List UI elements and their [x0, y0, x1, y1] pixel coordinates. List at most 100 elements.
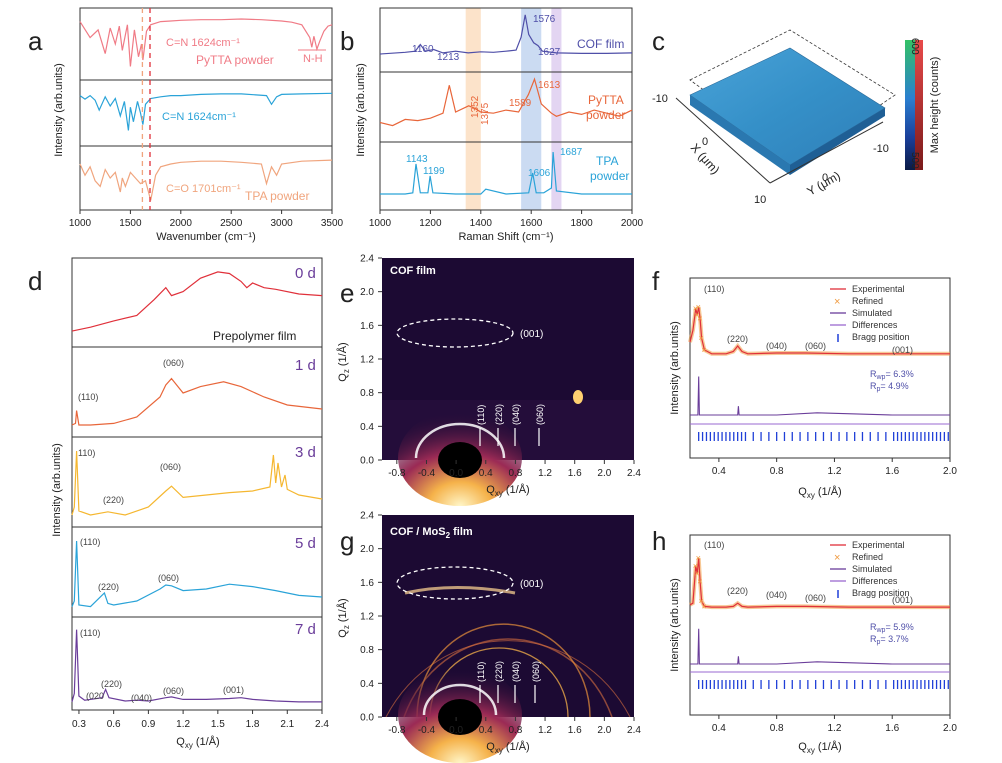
- panel-letter-a: a: [28, 26, 43, 56]
- panel-f-xtick-4: 2.0: [943, 466, 957, 477]
- panel-e-xlabel-q: Q: [486, 484, 495, 496]
- panel-d-xlabel-sub: xy: [185, 741, 193, 750]
- panel-f-rp-sub: p: [877, 386, 881, 393]
- panel-c-colorbar-2: [915, 40, 923, 170]
- panel-g-ticks: -0.8 -0.4 0.0 0.4 0.8 1.2 1.6 2.0 2.4 0.0 0.4 0.8 1.…: [360, 511, 641, 737]
- panel-e-reflection-040: (040): [511, 404, 521, 425]
- panel-a-annotation-tpa: TPA powder: [245, 189, 309, 203]
- panel-e-reflection-060: (060): [535, 404, 545, 425]
- panel-e-xlabel-sub: xy: [495, 489, 503, 498]
- panel-b-band-1: [521, 8, 542, 210]
- panel-d-xtick-5: 1.8: [246, 719, 260, 730]
- panel-letter-g: g: [340, 526, 354, 556]
- panel-g-ring-outer-2: [385, 640, 631, 718]
- panel-d-series-7d: [71, 629, 322, 703]
- panel-g-beamstop: [438, 699, 482, 735]
- panel-g-xlabel-q: Q: [486, 741, 495, 753]
- panel-g-xtick-5: 1.2: [538, 725, 552, 736]
- panel-d-xlabel-unit: (1/Å): [193, 735, 220, 748]
- panel-d-xtick-7: 2.4: [315, 719, 329, 730]
- panel-h-refined-marker-7: ×: [701, 601, 706, 611]
- panel-c-colorbar-min: 500: [909, 152, 920, 169]
- panel-b-xtick-1600: 1600: [520, 218, 543, 229]
- panel-g-001-label: (001): [520, 579, 543, 590]
- panel-letter-c: c: [652, 26, 665, 56]
- panel-d-label-0d: 0 d: [295, 265, 316, 282]
- panel-c-colorbar-label: Max height (counts): [929, 57, 941, 154]
- panel-h-frame: [689, 534, 951, 716]
- panel-g-reflection-110: (110): [476, 662, 486, 682]
- panel-b-highlight-bands: [465, 8, 562, 210]
- panel-g-ytick-4: 1.6: [360, 578, 374, 589]
- panel-f-peak-040: (040): [766, 341, 787, 351]
- panel-d-label-3d: 3 d: [295, 444, 316, 461]
- panel-b-peak-1687: 1687: [560, 147, 583, 158]
- panel-d-xtick-0: 0.3: [72, 719, 86, 730]
- panel-a-frame-3: [79, 145, 333, 211]
- panel-d-annot-5d-110: (110): [80, 537, 100, 547]
- panel-b-band-2: [551, 8, 562, 210]
- panel-h-xtick-4: 2.0: [943, 723, 957, 734]
- panel-b-peak-1160: 1160: [412, 44, 434, 55]
- panel-g-reflection-060: (060): [531, 661, 541, 682]
- panel-f-refined-marker-3: ×: [694, 310, 699, 320]
- panel-g-ytick-6: 2.4: [360, 511, 374, 522]
- panel-a-xtick-3000: 3000: [270, 218, 293, 229]
- panel-d-x-ticks: 0.3 0.6 0.9 1.2 1.5 1.8 2.1 2.4: [72, 710, 329, 730]
- panel-c-xtick-10: 10: [754, 194, 766, 206]
- panel-e-ylabel-unit: (1/Å): [336, 342, 349, 369]
- panel-c-ytick-0: 0: [822, 172, 828, 184]
- panel-c-ytick-neg10: -10: [873, 143, 889, 155]
- panel-h-xtick-0: 0.4: [712, 723, 726, 734]
- panel-g-ylabel-q: Q: [337, 629, 349, 638]
- panel-g-ytick-5: 2.0: [360, 544, 374, 555]
- panel-g-ylabel: Qz (1/Å): [336, 598, 351, 637]
- panel-h-xlabel-sub: xy: [807, 746, 815, 755]
- panel-g-title-main: COF / MoS: [390, 526, 446, 538]
- panel-d-annot-7d-001: (001): [223, 685, 244, 695]
- panel-b-peak-1576: 1576: [533, 14, 556, 25]
- panel-h-rwp-r: R: [870, 622, 877, 632]
- panel-d-annot-3d-110: 110): [78, 448, 95, 458]
- panel-d-annot-1d-060: (060): [163, 358, 184, 368]
- panel-g-xtick-1: -0.4: [418, 725, 436, 736]
- panel-a-xtick-2500: 2500: [220, 218, 243, 229]
- panel-f-legend-exp: Experimental: [852, 284, 905, 294]
- panel-h-legend-exp: Experimental: [852, 540, 905, 550]
- panel-e-ytick-3: 1.2: [360, 355, 374, 366]
- panel-f-xlabel: Qxy (1/Å): [798, 485, 841, 500]
- panel-g-ytick-2: 0.8: [360, 645, 374, 656]
- panel-b-label-tpa: TPA: [596, 154, 618, 168]
- panel-g-ytick-1: 0.4: [360, 679, 374, 690]
- panel-d-annotation-prepolymer: Prepolymer film: [213, 329, 296, 343]
- panel-f-xlabel-unit: (1/Å): [815, 485, 842, 498]
- panel-e-ylabel-q: Q: [337, 373, 349, 382]
- panel-g-ytick-3: 1.2: [360, 612, 374, 623]
- panel-f: f ×××××× Experimental × Refined Simulate…: [652, 266, 957, 500]
- panel-e-xlabel: Qxy (1/Å): [486, 483, 529, 498]
- panel-h-refined-marker-4: ×: [696, 553, 701, 563]
- panel-h-experimental: [689, 557, 950, 608]
- panel-f-peak-001: (001): [892, 345, 913, 355]
- panel-b-peak-1213: 1213: [437, 52, 460, 63]
- panel-c-surface-side-r: [790, 108, 885, 175]
- panel-c: c -10 0 10 -10 0 10 X (μm) Y (μm) 600 50…: [652, 26, 941, 206]
- panel-e-reflection-220: (220): [494, 404, 504, 425]
- panel-f-rwp: Rwp= 6.3%: [870, 369, 914, 381]
- panel-h-rwp-val: = 5.9%: [885, 622, 913, 632]
- panel-d-xtick-1: 0.6: [107, 719, 121, 730]
- panel-e-xlabel-unit: (1/Å): [503, 483, 530, 496]
- panel-h-refined-marker-2: ×: [693, 561, 698, 571]
- panel-f-legend-sim: Simulated: [852, 308, 892, 318]
- panel-b-series-2: [379, 77, 633, 127]
- panel-f-refined-marker-4: ×: [696, 302, 701, 312]
- panel-g-title: COF / MoS2 film: [390, 526, 473, 540]
- panel-b-xlabel: Raman Shift (cm⁻¹): [458, 231, 553, 243]
- panel-f-x-ticks: 0.4 0.8 1.2 1.6 2.0: [712, 458, 957, 477]
- panel-b-peak-1613: 1613: [538, 80, 561, 91]
- panel-f-rwp-r: R: [870, 369, 877, 379]
- panel-a-xtick-1000: 1000: [69, 218, 92, 229]
- panel-b-peak-1606: 1606: [528, 168, 551, 179]
- panel-b-series-1: [379, 14, 633, 55]
- panel-a-ylabel: Intensity (arb.units): [53, 63, 65, 157]
